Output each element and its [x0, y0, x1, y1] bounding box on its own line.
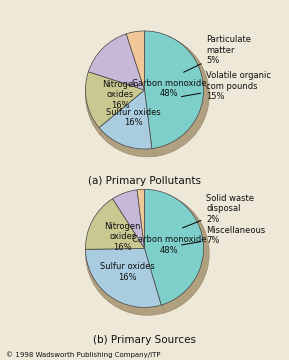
Wedge shape [144, 31, 203, 149]
Wedge shape [86, 248, 161, 307]
Text: Carbon monoxide
48%: Carbon monoxide 48% [132, 235, 206, 255]
Text: Sulfur oxides
16%: Sulfur oxides 16% [106, 108, 161, 127]
Wedge shape [128, 33, 147, 95]
Wedge shape [100, 95, 155, 157]
Text: Particulate
matter
5%: Particulate matter 5% [184, 36, 251, 72]
Text: Solid waste
disposal
2%: Solid waste disposal 2% [183, 194, 254, 228]
Wedge shape [137, 189, 144, 248]
Text: © 1998 Wadsworth Publishing Company/ITP: © 1998 Wadsworth Publishing Company/ITP [6, 351, 160, 358]
Text: Nitrogen
oxides
16%: Nitrogen oxides 16% [104, 222, 141, 252]
Wedge shape [126, 31, 144, 90]
Wedge shape [99, 90, 152, 149]
Wedge shape [88, 36, 147, 95]
Text: Volatile organic
com pounds
15%: Volatile organic com pounds 15% [181, 72, 271, 101]
Text: Carbon monoxide
48%: Carbon monoxide 48% [132, 79, 207, 98]
Text: Miscellaneous
7%: Miscellaneous 7% [181, 226, 266, 245]
Wedge shape [86, 253, 165, 315]
Wedge shape [114, 192, 147, 253]
Wedge shape [86, 199, 144, 249]
Text: Nitrogen
oxides
16%: Nitrogen oxides 16% [102, 80, 138, 109]
Wedge shape [86, 76, 147, 135]
Wedge shape [88, 34, 144, 90]
Wedge shape [144, 189, 203, 305]
Wedge shape [147, 192, 209, 313]
Wedge shape [86, 72, 144, 128]
Text: Sulfur oxides
16%: Sulfur oxides 16% [100, 262, 154, 282]
Wedge shape [147, 33, 209, 157]
Title: (b) Primary Sources: (b) Primary Sources [93, 335, 196, 345]
Wedge shape [86, 201, 147, 255]
Wedge shape [113, 190, 144, 248]
Title: (a) Primary Pollutants: (a) Primary Pollutants [88, 176, 201, 186]
Wedge shape [140, 192, 147, 253]
